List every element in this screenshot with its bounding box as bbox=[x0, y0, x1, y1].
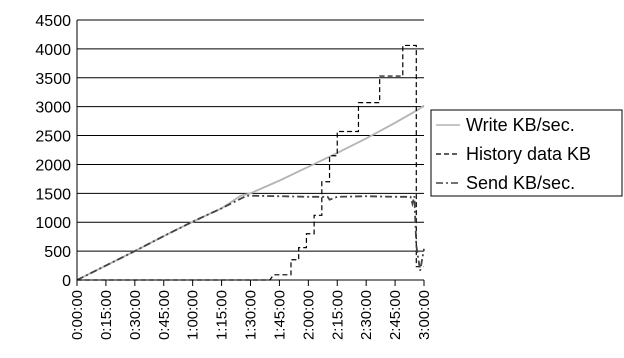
y-tick-label: 1000 bbox=[35, 215, 71, 232]
x-tick-label: 2:45:00 bbox=[387, 290, 404, 340]
legend: Write KB/sec. History data KB Send KB/se… bbox=[430, 109, 623, 197]
x-axis-ticks: 0:00:00 0:15:00 0:30:00 0:45:00 1:00:00 1:15:… bbox=[69, 280, 433, 340]
legend-label-write: Write KB/sec. bbox=[466, 115, 575, 135]
legend-box bbox=[430, 109, 623, 197]
gridlines bbox=[77, 19, 424, 252]
series-line-send bbox=[76, 194, 425, 281]
x-tick-label: 1:30:00 bbox=[243, 290, 260, 340]
x-tick-label: 1:00:00 bbox=[185, 290, 202, 340]
y-tick-label: 0 bbox=[62, 273, 71, 290]
y-tick-label: 2000 bbox=[35, 157, 71, 174]
y-tick-label: 4000 bbox=[35, 42, 71, 59]
series-lines bbox=[76, 44, 425, 281]
x-tick-label: 0:00:00 bbox=[69, 290, 86, 340]
x-tick-label: 1:15:00 bbox=[214, 290, 231, 340]
series-line-write bbox=[76, 104, 425, 281]
x-tick-label: 3:00:00 bbox=[416, 290, 433, 340]
y-tick-label: 1500 bbox=[35, 186, 71, 203]
x-tick-label: 2:00:00 bbox=[300, 290, 317, 340]
x-tick-label: 2:30:00 bbox=[358, 290, 375, 340]
y-tick-label: 2500 bbox=[35, 129, 71, 146]
y-tick-label: 500 bbox=[44, 244, 71, 261]
y-axis-ticks: 0 500 1000 1500 2000 2500 3000 3500 4000 4500 bbox=[35, 13, 71, 290]
x-tick-label: 1:45:00 bbox=[271, 290, 288, 340]
x-tick-label: 2:15:00 bbox=[329, 290, 346, 340]
x-tick-label: 0:30:00 bbox=[127, 290, 144, 340]
legend-label-history: History data KB bbox=[466, 144, 591, 164]
x-tick-label: 0:45:00 bbox=[156, 290, 173, 340]
legend-label-send: Send KB/sec. bbox=[466, 173, 575, 193]
y-tick-label: 4500 bbox=[35, 13, 71, 30]
y-tick-label: 3000 bbox=[35, 100, 71, 117]
y-tick-label: 3500 bbox=[35, 71, 71, 88]
series-line-history bbox=[77, 44, 424, 281]
x-tick-label: 0:15:00 bbox=[98, 290, 115, 340]
